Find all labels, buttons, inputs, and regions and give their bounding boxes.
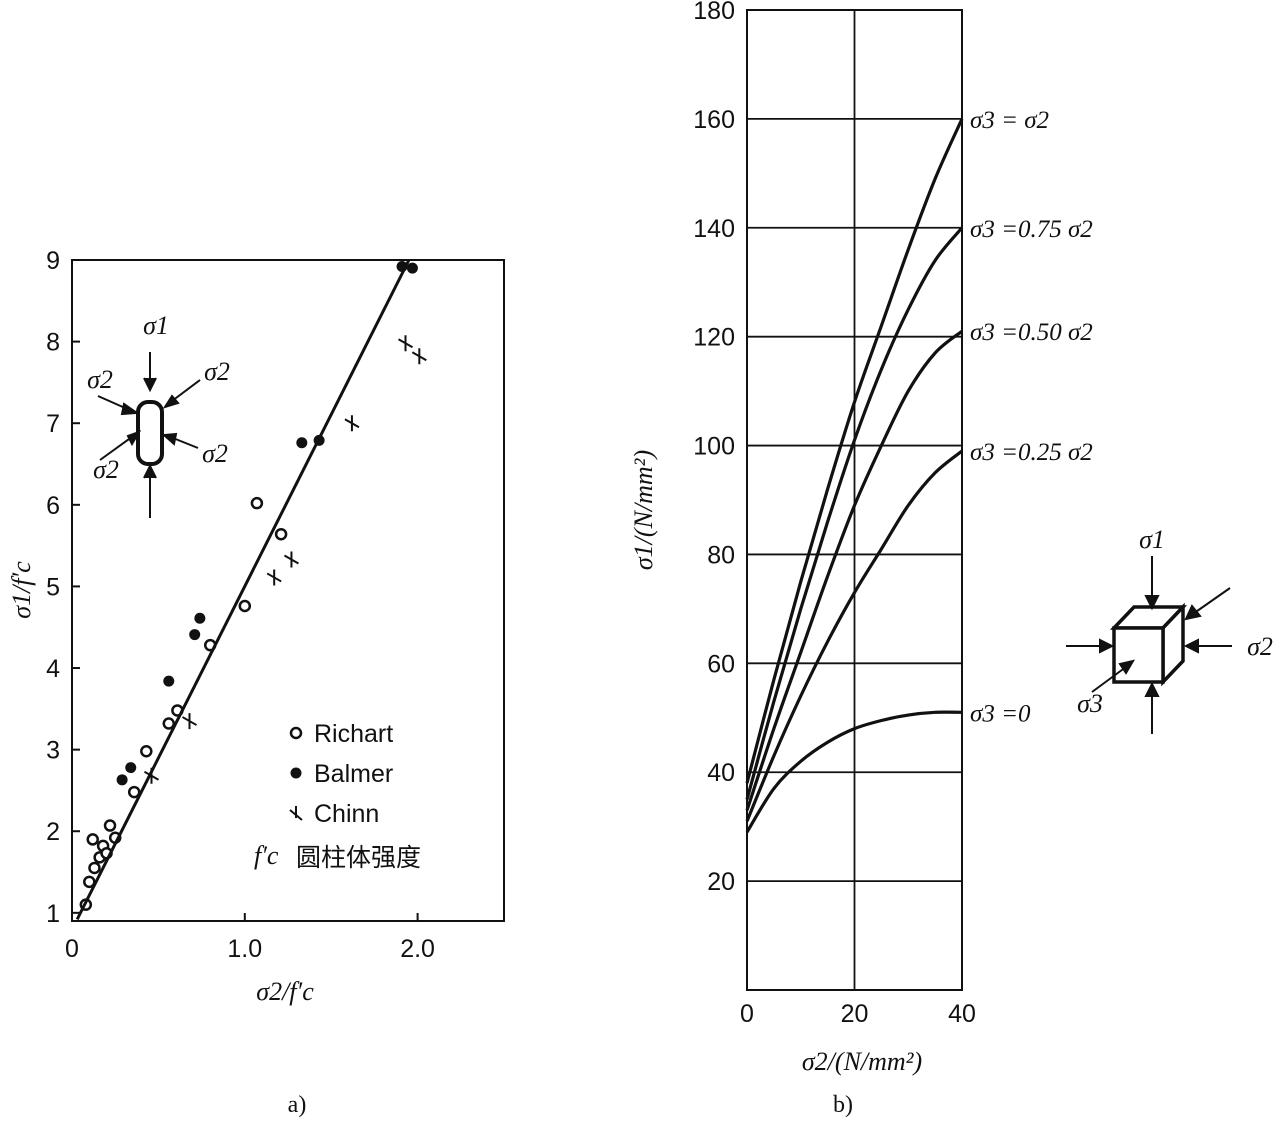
y-tick-label: 160 bbox=[693, 106, 735, 134]
legend-filled-circle-marker bbox=[290, 767, 302, 779]
curve-label: σ3 = σ2 bbox=[970, 107, 1049, 134]
stress-curve bbox=[745, 329, 964, 811]
chinn-point bbox=[411, 348, 427, 365]
y-tick-label: 7 bbox=[46, 410, 60, 438]
richart-point bbox=[83, 875, 96, 889]
panel-a-y-ticks: 1 2 3 4 5 6 7 8 9 bbox=[46, 247, 80, 928]
chinn-point bbox=[344, 415, 360, 432]
richart-point bbox=[103, 819, 117, 832]
inset-a-sigma2-label: σ2 bbox=[87, 365, 113, 394]
inset-a-sigma2-label: σ2 bbox=[202, 439, 228, 468]
panel-b-grid bbox=[746, 9, 963, 990]
curve-label: σ3 =0.25 σ2 bbox=[970, 439, 1093, 466]
legend-note-prefix: f′c bbox=[254, 841, 279, 870]
richart-point bbox=[250, 496, 264, 510]
inset-b-sigma2-label: σ2 bbox=[1247, 632, 1273, 661]
stress-curve bbox=[745, 118, 964, 784]
y-tick-label: 40 bbox=[707, 759, 735, 787]
inset-b-sigma1-label: σ1 bbox=[1139, 525, 1165, 554]
balmer-point bbox=[189, 629, 201, 641]
panel-a: 1 2 3 4 5 6 7 8 9 0 1.0 2.0 σ1/f′c σ2/f′c a) σ1 σ2… bbox=[7, 247, 505, 1118]
y-tick-label: 9 bbox=[46, 247, 60, 275]
panel-b-y-axis-label: σ1/(N/mm²) bbox=[629, 450, 658, 570]
stress-curve bbox=[745, 226, 964, 800]
y-tick-label: 1 bbox=[46, 900, 60, 928]
x-tick-label: 0 bbox=[65, 935, 79, 963]
panel-a-y-axis-label: σ1/f′c bbox=[7, 561, 36, 619]
x-tick-label: 20 bbox=[841, 1000, 869, 1028]
chinn-point bbox=[283, 551, 299, 568]
stress-curve bbox=[745, 449, 964, 822]
panel-b-label: b) bbox=[833, 1092, 853, 1118]
panel-a-x-axis-label: σ2/f′c bbox=[256, 977, 314, 1006]
y-tick-label: 6 bbox=[46, 492, 60, 520]
curve-label: σ3 =0.50 σ2 bbox=[970, 319, 1093, 346]
y-tick-label: 2 bbox=[46, 818, 60, 846]
x-tick-label: 40 bbox=[948, 1000, 976, 1028]
balmer-point bbox=[116, 774, 128, 786]
y-tick-label: 5 bbox=[46, 573, 60, 601]
legend-label: Chinn bbox=[314, 800, 379, 828]
fit-line bbox=[75, 259, 411, 921]
inset-a-sigma1-label: σ1 bbox=[143, 311, 169, 340]
panel-a-series bbox=[75, 259, 427, 921]
panel-a-plot-frame bbox=[71, 259, 505, 922]
richart-point bbox=[127, 785, 141, 799]
chinn-point bbox=[182, 713, 198, 730]
richart-point bbox=[274, 527, 288, 541]
richart-point bbox=[238, 599, 252, 613]
y-tick-label: 60 bbox=[707, 650, 735, 678]
balmer-point bbox=[194, 612, 206, 624]
panel-b-x-ticks: 0 20 40 bbox=[740, 1000, 976, 1028]
legend-open-circle-marker bbox=[289, 726, 303, 740]
panel-b-series bbox=[745, 118, 964, 833]
panel-b-plot-frame bbox=[746, 9, 963, 991]
panel-a-label: a) bbox=[288, 1092, 307, 1118]
richart-point bbox=[88, 861, 101, 875]
y-tick-label: 100 bbox=[693, 433, 735, 461]
x-tick-label: 2.0 bbox=[400, 935, 435, 963]
y-tick-label: 120 bbox=[693, 324, 735, 352]
cylinder-inset-icon bbox=[97, 352, 201, 518]
legend-label: Richart bbox=[314, 720, 393, 748]
panel-b-x-axis-label: σ2/(N/mm²) bbox=[802, 1047, 922, 1076]
panel-b-y-ticks: 20 40 60 80 100 120 140 160 180 bbox=[693, 0, 735, 896]
richart-point bbox=[86, 833, 99, 846]
panel-b-curve-labels: σ3 = σ2 σ3 =0.75 σ2 σ3 =0.50 σ2 σ3 =0.25 σ2… bbox=[970, 107, 1093, 727]
y-tick-label: 180 bbox=[693, 0, 735, 25]
balmer-point bbox=[163, 675, 175, 687]
chinn-point bbox=[266, 569, 282, 586]
balmer-point bbox=[125, 762, 137, 774]
balmer-point bbox=[406, 262, 418, 274]
x-tick-label: 0 bbox=[740, 1000, 754, 1028]
y-tick-label: 140 bbox=[693, 215, 735, 243]
cube-inset-icon bbox=[1109, 602, 1188, 687]
x-tick-label: 1.0 bbox=[227, 935, 262, 963]
inset-a-sigma2-label: σ2 bbox=[93, 455, 119, 484]
legend-label: Balmer bbox=[314, 760, 393, 788]
y-tick-label: 8 bbox=[46, 329, 60, 357]
y-tick-label: 20 bbox=[707, 868, 735, 896]
cube-arrows bbox=[1066, 556, 1232, 734]
y-tick-label: 80 bbox=[707, 541, 735, 569]
inset-b-sigma3-label: σ3 bbox=[1077, 689, 1103, 718]
y-tick-label: 3 bbox=[46, 737, 60, 765]
balmer-point bbox=[296, 437, 308, 449]
panel-a-x-ticks: 0 1.0 2.0 bbox=[65, 913, 435, 963]
chinn-point bbox=[398, 335, 414, 352]
legend: Richart Balmer Chinn f′c 圆柱体强度 bbox=[254, 720, 421, 872]
y-tick-label: 4 bbox=[46, 655, 60, 683]
richart-point bbox=[162, 717, 176, 730]
curve-label: σ3 =0 bbox=[970, 700, 1031, 727]
richart-point bbox=[140, 745, 153, 758]
stress-curve bbox=[745, 710, 963, 833]
curve-label: σ3 =0.75 σ2 bbox=[970, 216, 1093, 243]
inset-a-sigma2-label: σ2 bbox=[204, 357, 230, 386]
legend-note-text: 圆柱体强度 bbox=[296, 844, 421, 872]
legend-plus-marker bbox=[289, 806, 303, 821]
